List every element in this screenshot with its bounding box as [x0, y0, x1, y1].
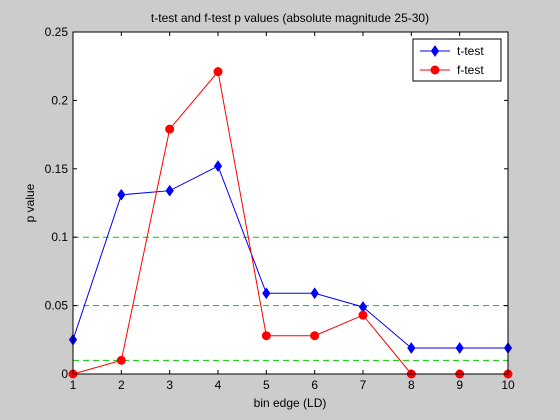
y-tick-label: 0.05: [45, 299, 69, 313]
x-axis-label: bin edge (LD): [254, 396, 327, 410]
series-t-test: [68, 160, 513, 354]
data-point-circle: [213, 67, 223, 77]
y-tick-label: 0: [61, 367, 68, 381]
data-point-diamond: [165, 184, 174, 197]
data-point-diamond: [430, 45, 440, 57]
plot-frame: [72, 31, 509, 375]
data-point-diamond: [407, 342, 416, 354]
data-point-circle: [310, 331, 320, 341]
y-tick-label: 0.2: [51, 93, 68, 107]
x-tick-label: 8: [408, 378, 415, 392]
x-tick-label: 10: [501, 378, 515, 392]
x-tick-label: 2: [118, 378, 125, 392]
axes: 1 2 3 4 5 6 7 8 9 10 0 0.05 0.1 0.15 0.2 0.25: [45, 25, 515, 392]
x-tick-label: 7: [360, 378, 367, 392]
chart-title: t-test and f-test p values (absolute mag…: [151, 11, 429, 25]
data-point-circle: [430, 65, 440, 75]
y-tick-label: 0.15: [45, 162, 69, 176]
legend: t-test f-test: [412, 38, 502, 82]
x-tick-label: 5: [263, 378, 270, 392]
reference-lines: [73, 236, 508, 361]
y-tick-label: 0.25: [45, 25, 69, 39]
x-tick-label: 3: [166, 378, 173, 392]
y-axis-label: p value: [23, 183, 37, 222]
data-point-circle: [165, 124, 175, 134]
legend-label: t-test: [457, 44, 484, 58]
y-tick-label: 0.1: [51, 230, 68, 244]
data-point-circle: [261, 331, 271, 341]
legend-box: [412, 38, 502, 82]
data-point-circle: [358, 310, 368, 320]
x-tick-label: 6: [311, 378, 318, 392]
data-point-diamond: [213, 160, 223, 172]
x-tick-label: 9: [456, 378, 463, 392]
data-point-diamond: [310, 287, 319, 300]
data-point-diamond: [262, 287, 271, 300]
data-point-diamond: [117, 188, 126, 201]
x-tick-label: 4: [215, 378, 222, 392]
data-point-circle: [116, 355, 126, 365]
x-tick-label: 1: [70, 378, 77, 392]
legend-label: f-test: [457, 63, 484, 77]
data-point-diamond: [455, 342, 464, 354]
series-line: [72, 165, 508, 349]
plot-area: [73, 32, 508, 374]
